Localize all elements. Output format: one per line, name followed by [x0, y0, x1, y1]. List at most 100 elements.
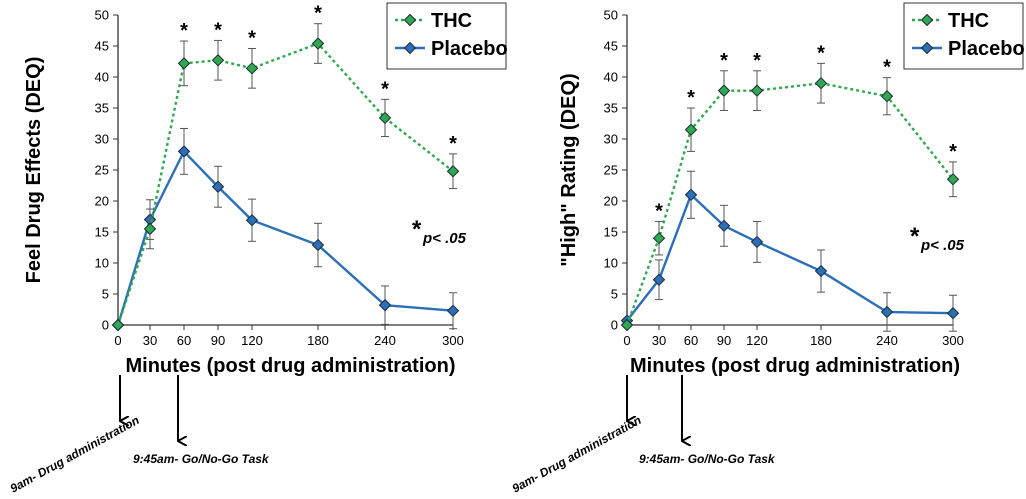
- y-tick-label: 10: [95, 256, 109, 271]
- y-tick-label: 40: [604, 70, 618, 85]
- data-point-thc: [245, 62, 259, 75]
- x-tick-label: 120: [746, 333, 768, 348]
- legend-label-thc: THC: [948, 10, 989, 32]
- x-tick-label: 240: [374, 333, 396, 348]
- data-point-thc: [620, 318, 634, 332]
- x-tick-label: 30: [143, 333, 157, 348]
- y-tick-label: 30: [604, 132, 618, 147]
- y-tick-label: 50: [95, 8, 109, 23]
- y-tick-label: 5: [611, 287, 618, 302]
- legend-marker-placebo: [920, 41, 934, 55]
- data-point-thc: [814, 76, 828, 90]
- legend-box: [903, 2, 1024, 70]
- significance-star: *: [949, 141, 957, 163]
- significance-star: *: [720, 50, 728, 72]
- y-tick-label: 50: [604, 8, 618, 23]
- y-axis-title: "High" Rating (DEQ): [558, 73, 580, 266]
- data-point-placebo: [880, 305, 894, 319]
- data-point-placebo: [717, 219, 731, 233]
- data-point-thc: [177, 57, 191, 70]
- data-point-placebo: [750, 235, 764, 249]
- significance-star: *: [381, 78, 389, 100]
- y-tick-label: 0: [102, 318, 109, 333]
- y-tick-label: 40: [95, 70, 109, 85]
- data-point-thc: [311, 37, 325, 50]
- data-point-placebo: [177, 145, 191, 158]
- data-point-thc: [946, 173, 960, 186]
- legend: THC Placebo: [386, 2, 508, 70]
- series-placebo: [111, 127, 460, 332]
- significance-star: *: [248, 27, 256, 49]
- x-tick-label: 90: [211, 333, 225, 348]
- legend-label-placebo: Placebo: [431, 38, 508, 60]
- data-point-thc: [446, 165, 460, 178]
- timeline-annotation: 9am- Drug administration: [510, 413, 644, 496]
- x-tick-label: 240: [876, 333, 898, 348]
- timeline-annotation: 9:45am- Go/No-Go Task: [639, 452, 776, 466]
- x-axis-title: Minutes (post drug administration): [126, 355, 456, 377]
- y-tick-label: 0: [611, 318, 618, 333]
- timeline-annotation: 9:45am- Go/No-Go Task: [133, 452, 270, 466]
- y-tick-label: 45: [604, 39, 618, 54]
- data-point-thc: [684, 123, 698, 136]
- y-tick-label: 10: [604, 256, 618, 271]
- legend-marker-thc: [920, 13, 934, 27]
- p-note-star: *: [412, 216, 422, 243]
- significance-star: *: [314, 3, 322, 25]
- x-tick-label: 180: [810, 333, 832, 348]
- y-tick-label: 45: [95, 39, 109, 54]
- x-tick-label: 180: [307, 333, 329, 348]
- series-line-thc: [625, 81, 954, 326]
- x-tick-label: 60: [177, 333, 191, 348]
- x-tick-label: 60: [684, 333, 698, 348]
- y-tick-label: 30: [95, 132, 109, 147]
- y-tick-label: 35: [95, 101, 109, 116]
- data-point-placebo: [446, 304, 460, 317]
- series-placebo: [620, 170, 960, 332]
- series-line-thc: [116, 42, 454, 326]
- data-point-thc: [111, 318, 125, 332]
- series-thc: * * * * * * *: [620, 42, 960, 332]
- legend: THC Placebo: [903, 2, 1025, 70]
- y-tick-label: 20: [604, 194, 618, 209]
- legend-label-placebo: Placebo: [948, 38, 1025, 60]
- data-point-placebo: [211, 180, 225, 193]
- data-point-thc: [652, 231, 666, 245]
- x-tick-label: 0: [114, 333, 121, 348]
- significance-star: *: [817, 42, 825, 64]
- p-note-text: p< .05: [422, 230, 467, 247]
- x-tick-label: 30: [652, 333, 666, 348]
- y-tick-label: 25: [95, 163, 109, 178]
- series-line-placebo: [626, 193, 954, 322]
- legend-marker-placebo: [403, 41, 417, 55]
- legend-box: [386, 2, 507, 70]
- data-point-thc: [143, 222, 157, 236]
- chart-panel-1: 0 5 10 15 20 25 30 35 40 45 50 0 30 60 90 120 180 240 300 F…: [8, 2, 508, 496]
- data-point-placebo: [946, 307, 960, 320]
- series-line-placebo: [116, 150, 454, 326]
- y-tick-label: 20: [95, 194, 109, 209]
- data-point-thc: [211, 54, 225, 67]
- p-note-text: p< .05: [920, 237, 965, 254]
- data-point-placebo: [684, 188, 698, 202]
- data-point-placebo: [311, 238, 325, 252]
- significance-star: *: [687, 87, 695, 109]
- x-axis-title: Minutes (post drug administration): [630, 355, 960, 377]
- x-tick-label: 90: [717, 333, 731, 348]
- data-point-thc: [717, 84, 731, 97]
- data-point-thc: [750, 84, 764, 97]
- y-tick-label: 35: [604, 101, 618, 116]
- chart-panel-2: 0 5 10 15 20 25 30 35 40 45 50 0 30 60 90 120 180 240 300 "…: [510, 2, 1025, 496]
- significance-star: *: [214, 19, 222, 41]
- data-point-placebo: [652, 273, 666, 286]
- data-point-placebo: [814, 264, 828, 278]
- legend-label-thc: THC: [431, 10, 472, 32]
- significance-star: *: [449, 133, 457, 155]
- data-point-thc: [880, 90, 894, 103]
- y-tick-label: 25: [604, 163, 618, 178]
- significance-star: *: [655, 200, 663, 222]
- significance-star: *: [753, 50, 761, 72]
- timeline-annotation: 9am- Drug administration: [8, 413, 142, 496]
- x-tick-label: 0: [623, 333, 630, 348]
